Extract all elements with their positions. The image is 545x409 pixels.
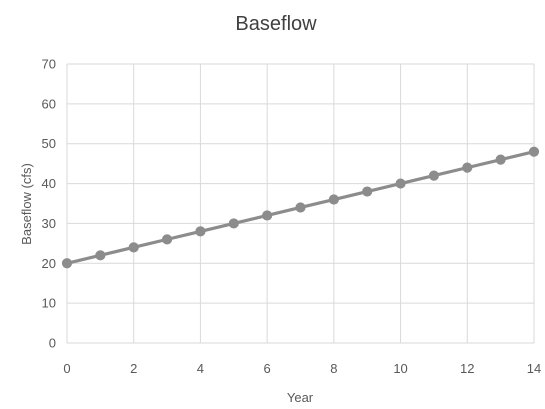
x-tick-label: 4 — [197, 361, 204, 376]
y-tick-label: 20 — [42, 256, 56, 271]
data-point — [395, 178, 406, 189]
y-tick-label: 70 — [42, 57, 56, 72]
data-point — [262, 210, 273, 221]
data-point — [295, 202, 306, 213]
data-point — [195, 226, 206, 237]
x-tick-label: 10 — [393, 361, 407, 376]
data-point — [161, 234, 173, 245]
y-tick-label: 50 — [42, 136, 56, 151]
x-tick-label: 14 — [527, 361, 541, 376]
y-axis-title: Baseflow (cfs) — [19, 163, 34, 245]
x-tick-label: 8 — [330, 361, 337, 376]
y-tick-label: 30 — [42, 216, 56, 231]
data-point — [61, 258, 73, 269]
data-point — [228, 218, 239, 229]
y-tick-label: 10 — [42, 296, 56, 311]
x-tick-label: 0 — [63, 361, 70, 376]
data-point — [362, 186, 373, 197]
series-layer — [61, 146, 540, 269]
data-point — [128, 242, 139, 253]
data-point — [328, 194, 339, 205]
x-tick-label: 12 — [460, 361, 474, 376]
chart-title: Baseflow — [235, 13, 317, 35]
data-point — [95, 250, 106, 261]
y-tick-label: 0 — [49, 336, 56, 351]
x-tick-label: 2 — [130, 361, 137, 376]
tick-labels: 0 10 20 30 40 50 60 70 0 2 4 6 8 10 12 14 — [42, 57, 542, 377]
x-axis-title: Year — [287, 390, 314, 405]
data-point — [428, 170, 440, 181]
y-tick-label: 60 — [42, 96, 56, 111]
data-point — [528, 146, 540, 157]
data-point — [462, 162, 473, 173]
y-tick-label: 40 — [42, 176, 56, 191]
x-tick-label: 6 — [264, 361, 271, 376]
data-point — [495, 154, 506, 165]
